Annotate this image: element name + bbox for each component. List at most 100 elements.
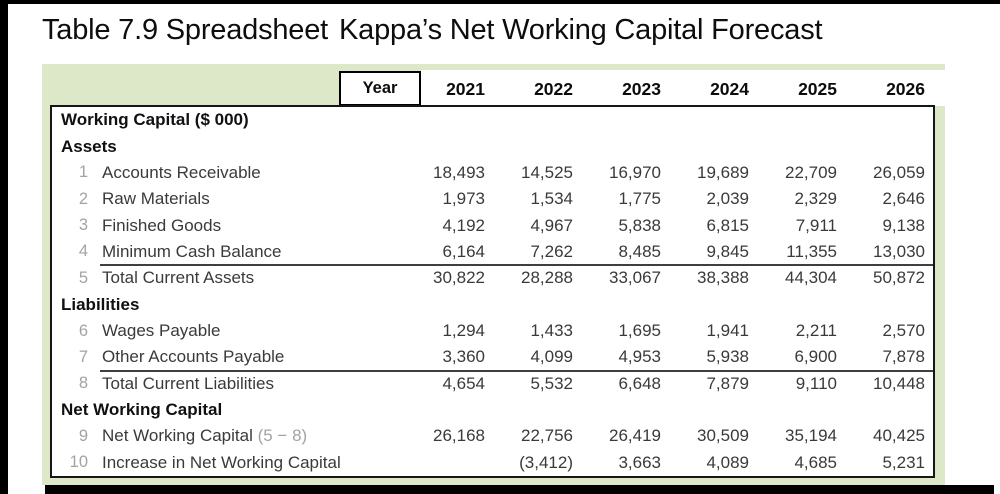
year-header: 2023: [622, 79, 661, 99]
table-row: Liabilities: [52, 292, 933, 318]
cell-value: 22,709: [785, 162, 837, 182]
cell-value: (3,412): [519, 452, 573, 472]
year-header-strip: [421, 70, 1000, 106]
row-label: Net Working Capital (5 − 8): [92, 426, 399, 446]
cell-value: 3,360: [442, 347, 485, 367]
year-row: 2021 2022 2023 2024 2025 2026: [52, 74, 933, 105]
row-label-text: Liabilities: [61, 294, 140, 314]
table-row: 8 Total Current Liabilities 4,654 5,532 …: [52, 369, 933, 397]
cell-value: 4,685: [794, 452, 837, 472]
cell-value: 22,756: [521, 426, 573, 446]
cell-value: 9,138: [882, 215, 925, 235]
cell-value: 1,775: [618, 189, 661, 209]
cell-value: 5,231: [882, 452, 925, 472]
cell-value: 11,355: [786, 241, 837, 261]
row-label-text: Finished Goods: [102, 215, 222, 235]
cell-value: 1,973: [442, 189, 485, 209]
row-number: 8: [78, 374, 88, 393]
cell-value: 10,448: [873, 373, 925, 393]
cell-value: 44,304: [785, 268, 837, 288]
row-label-text: Net Working Capital: [61, 400, 223, 420]
row-label: Working Capital ($ 000): [52, 110, 927, 130]
cell-value: 2,570: [882, 321, 925, 341]
cell-value: 26,168: [433, 426, 485, 446]
table-row: Assets: [52, 133, 933, 159]
figure-title-text: Kappa’s Net Working Capital Forecast: [339, 14, 823, 46]
row-label-text: Assets: [61, 136, 117, 156]
row-label: Wages Payable: [92, 321, 399, 341]
year-header: 2026: [886, 79, 925, 99]
table-row: 6 Wages Payable 1,294 1,433 1,695 1,941 …: [52, 318, 933, 344]
cell-value: 4,967: [530, 215, 573, 235]
row-label: Other Accounts Payable: [92, 347, 399, 367]
row-label-text: Net Working Capital: [102, 426, 253, 446]
cell-value: 33,067: [609, 268, 661, 288]
cell-value: 2,039: [706, 189, 749, 209]
cell-value: 1,941: [706, 321, 749, 341]
figure-title: Table 7.9 Spreadsheet Kappa’s Net Working…: [42, 14, 823, 47]
figure-title-number: Table 7.9 Spreadsheet: [42, 14, 329, 46]
table-row: 5 Total Current Assets 30,822 28,288 33,…: [52, 264, 933, 291]
cell-value: 4,099: [530, 347, 573, 367]
cell-value: 4,192: [442, 215, 485, 235]
cell-value: 4,654: [442, 373, 485, 393]
cell-value: 30,509: [697, 426, 749, 446]
row-number: 2: [78, 189, 88, 208]
cell-value: 50,872: [873, 268, 925, 288]
cell-value: 7,879: [706, 373, 749, 393]
cell-value: 14,525: [521, 162, 573, 182]
row-label: Total Current Liabilities: [92, 374, 399, 394]
row-label-suffix: (5 − 8): [252, 426, 308, 446]
cell-value: 6,815: [706, 215, 749, 235]
row-number: 10: [69, 453, 88, 472]
table-row: Net Working Capital: [52, 397, 933, 423]
cell-value: 19,689: [697, 162, 749, 182]
cell-value: 9,845: [706, 241, 749, 261]
year-label-cell: Year: [339, 71, 421, 107]
row-label: Minimum Cash Balance: [92, 242, 399, 262]
cell-value: 18,493: [433, 162, 485, 182]
cell-value: 6,900: [794, 347, 837, 367]
row-label-text: Total Current Assets: [102, 268, 255, 288]
cell-value: 1,294: [442, 321, 485, 341]
row-label: Finished Goods: [92, 216, 399, 236]
cell-value: 7,878: [882, 347, 925, 367]
page-bottom-border: [45, 485, 994, 494]
cell-value: 7,262: [530, 241, 573, 261]
table-row: 2 Raw Materials 1,973 1,534 1,775 2,039 …: [52, 186, 933, 212]
cell-value: 1,695: [618, 321, 661, 341]
row-number: 7: [78, 347, 88, 366]
cell-value: 5,838: [618, 215, 661, 235]
row-number: 9: [78, 426, 88, 445]
table-row: 1 Accounts Receivable 18,493 14,525 16,9…: [52, 160, 933, 186]
row-label-text: Accounts Receivable: [102, 162, 261, 182]
row-label-text: Other Accounts Payable: [102, 347, 285, 367]
year-header: 2022: [534, 79, 573, 99]
cell-value: 26,419: [609, 426, 661, 446]
cell-value: 4,953: [618, 347, 661, 367]
cell-value: 38,388: [697, 268, 749, 288]
cell-value: 28,288: [521, 268, 573, 288]
table-row: Working Capital ($ 000): [52, 107, 933, 133]
row-label-text: Increase in Net Working Capital: [102, 452, 341, 472]
row-label: Assets: [52, 137, 927, 157]
row-label: Total Current Assets: [92, 268, 399, 288]
cell-value: 8,485: [618, 241, 661, 261]
page-left-border: [0, 0, 8, 494]
cell-value: 5,938: [706, 347, 749, 367]
cell-value: 30,822: [433, 268, 485, 288]
cell-value: 6,164: [442, 241, 485, 261]
cell-value: 3,663: [618, 452, 661, 472]
row-label: Accounts Receivable: [92, 163, 399, 183]
row-label: Liabilities: [52, 295, 927, 315]
table-row: 3 Finished Goods 4,192 4,967 5,838 6,815…: [52, 212, 933, 238]
row-label-text: Minimum Cash Balance: [102, 241, 282, 261]
row-label: Raw Materials: [92, 189, 399, 209]
table-row: 10 Increase in Net Working Capital (3,41…: [52, 450, 933, 476]
row-number: 4: [78, 242, 88, 261]
cell-value: 1,534: [530, 189, 573, 209]
year-header: 2025: [798, 79, 837, 99]
cell-value: 4,089: [706, 452, 749, 472]
row-label: Net Working Capital: [52, 400, 927, 420]
